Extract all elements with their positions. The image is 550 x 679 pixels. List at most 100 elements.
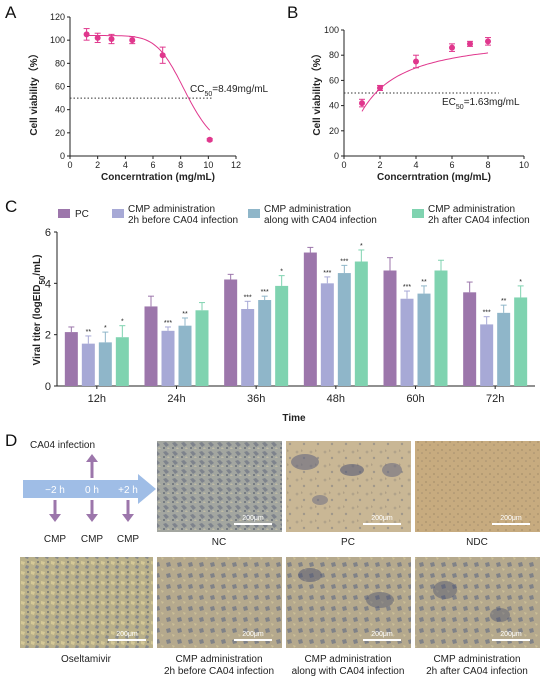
panel-c-bar [161, 330, 175, 386]
panel-b-data-point [485, 38, 491, 45]
panel-c-bar [98, 342, 112, 386]
panel-c-x-tick-label: 60h [406, 393, 424, 405]
panel-c-chart: Viral titer (logEID50/mL) Time PC CMP ad… [32, 204, 535, 424]
micrograph-ndc: 200μm [415, 441, 540, 532]
micrograph-before: 200μm [157, 557, 282, 648]
panel-c-significance-label: ** [421, 279, 427, 286]
panel-c-bar [115, 337, 129, 386]
panel-c-bar [275, 285, 289, 386]
panel-c-bar [400, 298, 414, 386]
caption-along-1: CMP administration [304, 654, 391, 665]
panel-c-bar [354, 261, 368, 386]
panel-c-significance-label: * [104, 325, 107, 332]
panel-a-x-tick-label: 8 [178, 160, 183, 170]
panel-d: CA04 infection −2 h 0 h +2 h CMP CMP CMP… [20, 440, 540, 677]
legend-label-along-2: along with CA04 infection [264, 215, 377, 226]
panel-b-x-tick-label: 10 [519, 160, 529, 170]
panel-b-x-tick-label: 8 [485, 160, 490, 170]
panel-c-bar [514, 297, 528, 386]
panel-a-x-tick-label: 0 [67, 160, 72, 170]
legend-label-pc: PC [75, 209, 89, 220]
legend-label-before-2: 2h before CA04 infection [128, 215, 238, 226]
scale-bar-label: 200μm [371, 515, 393, 522]
scale-bar [363, 523, 401, 525]
panel-c-bar [178, 325, 192, 386]
scale-bar-label: 200μm [500, 631, 522, 638]
legend-swatch-after [412, 209, 424, 218]
micrograph-after: 200μm [415, 557, 540, 648]
panel-c-bar [434, 270, 448, 386]
panel-a-x-tick-label: 6 [150, 160, 155, 170]
caption-before-2: 2h before CA04 infection [164, 666, 274, 677]
caption-pc: PC [341, 537, 355, 548]
panel-c-y-tick-label: 0 [45, 381, 51, 393]
timeline-arrow [23, 474, 156, 504]
panel-label-d: D [5, 431, 17, 450]
caption-before-1: CMP administration [175, 654, 262, 665]
scale-bar [363, 639, 401, 641]
panel-a-y-tick-label: 60 [55, 82, 65, 92]
micrograph-pc: 200μm [286, 441, 411, 532]
panel-b-annotation: EC50=1.63mg/mL [442, 97, 520, 111]
panel-c-significance-label: * [121, 319, 124, 326]
panel-c-bar [383, 270, 397, 386]
panel-c-significance-label: *** [483, 310, 491, 317]
panel-b-x-tick-label: 4 [413, 160, 418, 170]
panel-c-significance-label: *** [261, 289, 269, 296]
panel-c-bar [480, 324, 494, 386]
legend-label-along-1: CMP administration [264, 204, 351, 215]
micrograph-along: 200μm [286, 557, 411, 648]
panel-a-data-point [159, 52, 166, 59]
scale-bar-label: 200μm [242, 631, 264, 638]
panel-a-xlabel: Concerntration (mg/mL) [101, 172, 215, 183]
timeline-infection-label: CA04 infection [30, 440, 95, 451]
panel-b-y-tick-label: 40 [329, 101, 339, 111]
panel-a-data-point [129, 37, 136, 44]
panel-a-data-point [108, 36, 115, 43]
scale-bar-label: 200μm [242, 515, 264, 522]
panel-c-bar [144, 306, 158, 386]
panel-c-bar [258, 300, 272, 386]
panel-b-ylabel: Cell viability（%） [310, 48, 323, 135]
panel-a-x-tick-label: 2 [95, 160, 100, 170]
panel-b-xlabel: Concerntration (mg/mL) [377, 172, 491, 183]
caption-ndc: NDC [466, 537, 488, 548]
panel-b-fit-curve [361, 52, 489, 112]
panel-c-bar [64, 332, 78, 386]
panel-c-bar [417, 293, 431, 386]
panel-c-x-tick-label: 72h [486, 393, 504, 405]
legend-swatch-along [248, 209, 260, 218]
panel-a-x-tick-label: 10 [203, 160, 213, 170]
timeline-step-plus2: +2 h [118, 485, 138, 496]
panel-c-bar [497, 312, 511, 386]
panel-a-y-tick-label: 80 [55, 58, 65, 68]
panel-label-b: B [287, 3, 298, 22]
panel-c-bar [320, 283, 334, 386]
micrograph-nc: 200μm [157, 441, 282, 532]
caption-after-1: CMP administration [433, 654, 520, 665]
panel-a-annotation: CC50=8.49mg/mL [190, 84, 269, 98]
panel-a-ylabel: Cell viability（%） [27, 48, 40, 135]
scale-bar-label: 200μm [500, 515, 522, 522]
panel-b-y-tick-label: 80 [329, 50, 339, 60]
panel-c-significance-label: ** [182, 311, 188, 318]
panel-b-y-tick-label: 20 [329, 126, 339, 136]
panel-c-significance-label: * [280, 269, 283, 276]
panel-b-data-point [413, 58, 419, 65]
panel-a-y-tick-label: 120 [50, 12, 65, 22]
legend-swatch-pc [58, 209, 70, 218]
panel-c-bar [337, 273, 351, 386]
panel-c-ylabel: Viral titer (logEID50/mL) [32, 255, 47, 366]
panel-a-data-point [83, 31, 90, 38]
timeline-diagram: CA04 infection −2 h 0 h +2 h CMP CMP CMP [23, 440, 156, 545]
panel-c-significance-label: *** [403, 284, 411, 291]
panel-b-x-tick-label: 0 [341, 160, 346, 170]
panel-c-significance-label: * [519, 279, 522, 286]
panel-b-data-point [359, 100, 365, 107]
panel-b-data-point [377, 84, 383, 91]
legend-label-after-1: CMP administration [428, 204, 515, 215]
panel-c-x-tick-label: 36h [247, 393, 265, 405]
scale-bar-label: 200μm [116, 631, 138, 638]
panel-b-chart: Cell viability（%） Concerntration (mg/mL)… [310, 25, 529, 183]
panel-c-bar [195, 310, 209, 386]
